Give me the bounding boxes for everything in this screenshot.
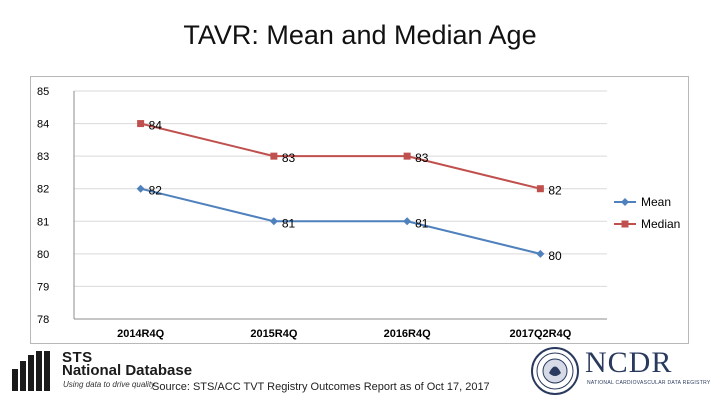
y-tick-label: 79 xyxy=(37,281,49,293)
legend-entry-median: Median xyxy=(641,217,680,231)
series-line-median xyxy=(140,122,541,190)
data-label-mean: 82 xyxy=(149,184,163,198)
ncdr-logo-subtitle: NATIONAL CARDIOVASCULAR DATA REGISTRY xyxy=(587,380,711,386)
data-label-median: 84 xyxy=(149,119,163,133)
x-tick-label: 2016R4Q xyxy=(384,328,432,340)
data-label-mean: 81 xyxy=(282,216,296,230)
data-point-median xyxy=(270,152,278,160)
data-point-median xyxy=(403,152,411,160)
data-label-median: 82 xyxy=(548,184,562,198)
data-label-median: 83 xyxy=(415,151,429,165)
data-label-median: 83 xyxy=(282,151,296,165)
acc-seal-icon xyxy=(531,347,579,395)
line-chart: 78 79 80 81 82 83 84 85 2014R4Q 2015R4Q 2016R4Q 20… xyxy=(37,86,680,340)
ncdr-logo: NCDR NATIONAL CARDIOVASCULAR DATA REGIST… xyxy=(585,346,715,396)
y-tick-label: 82 xyxy=(37,184,49,196)
data-point-mean xyxy=(536,249,545,258)
sts-logo-tagline: Using data to drive quality xyxy=(63,380,156,389)
series-line-mean xyxy=(140,187,541,255)
data-label-mean: 80 xyxy=(548,249,562,263)
y-tick-label: 80 xyxy=(37,249,49,261)
sts-logo-line1: STS xyxy=(62,349,93,366)
sts-logo-line2: National Database xyxy=(62,362,193,379)
legend-marker-mean xyxy=(621,198,629,206)
legend-marker-median xyxy=(621,220,629,228)
y-tick-label: 84 xyxy=(37,119,49,131)
chart-frame: 78 79 80 81 82 83 84 85 2014R4Q 2015R4Q 2016R4Q 20… xyxy=(30,76,689,344)
x-tick-label: 2015R4Q xyxy=(250,328,298,340)
y-tick-label: 83 xyxy=(37,151,49,163)
sts-bars-icon xyxy=(12,351,56,391)
y-tick-label: 81 xyxy=(37,216,49,228)
legend-entry-mean: Mean xyxy=(641,195,671,209)
y-tick-label: 85 xyxy=(37,86,49,98)
ncdr-logo-word: NCDR xyxy=(585,346,673,379)
sts-national-database-logo: STS National Database Using data to driv… xyxy=(12,347,202,397)
source-note: Source: STS/ACC TVT Registry Outcomes Re… xyxy=(152,381,490,393)
page-title: TAVR: Mean and Median Age xyxy=(183,20,537,50)
y-tick-label: 78 xyxy=(37,314,49,326)
data-label-mean: 81 xyxy=(415,216,429,230)
data-point-mean xyxy=(269,217,278,226)
data-point-median xyxy=(536,185,544,193)
x-tick-label: 2017Q2R4Q xyxy=(509,328,571,340)
data-point-mean xyxy=(403,217,412,226)
data-point-mean xyxy=(136,184,145,193)
data-point-median xyxy=(137,120,145,128)
x-tick-label: 2014R4Q xyxy=(117,328,165,340)
